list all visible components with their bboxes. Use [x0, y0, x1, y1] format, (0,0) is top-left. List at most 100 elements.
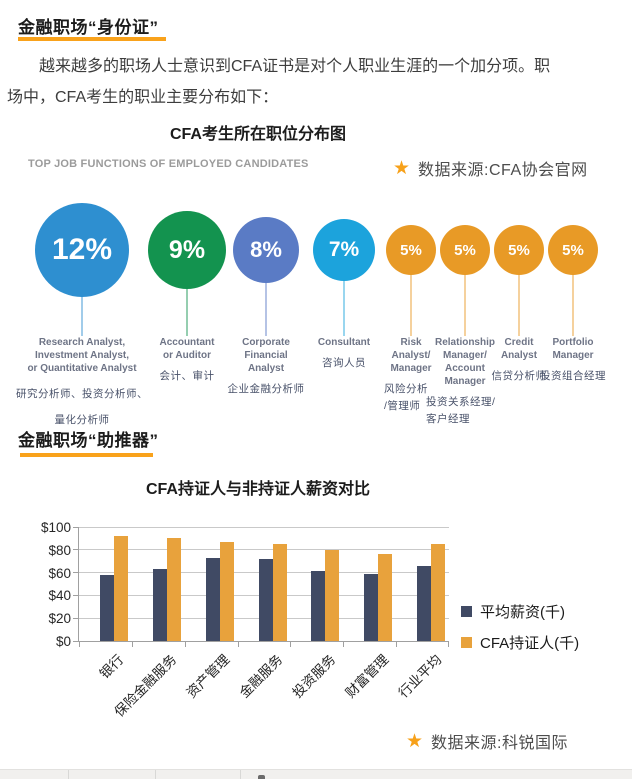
bubble-label-en: Credit Analyst — [500, 337, 538, 361]
legend-label: CFA持证人(千) — [480, 635, 580, 652]
bar-cfa — [431, 544, 446, 641]
bubble-stem — [572, 271, 574, 336]
y-axis-tick — [73, 640, 78, 642]
bubble-circle: 8% — [233, 217, 299, 283]
bubble-chart-title: CFA考生所在职位分布图 — [169, 126, 346, 143]
bubble-zone: 5% — [533, 195, 613, 336]
strip-separator — [240, 770, 241, 779]
bubble-label-cn: 风险分析 /管理师 — [384, 383, 428, 412]
bar-cfa — [325, 549, 340, 641]
strip-separator — [68, 770, 69, 779]
bubble-zone: 5% — [380, 195, 442, 336]
bar-average — [100, 574, 114, 641]
bubble-zone: 12% — [0, 195, 167, 336]
x-axis-tick — [131, 642, 133, 647]
x-axis-label: 金融服务 — [236, 651, 286, 701]
bubble-circle: 5% — [440, 225, 490, 275]
bar-cfa — [114, 536, 128, 641]
x-axis-tick — [343, 642, 345, 647]
bubble-column-consultant: 7% Consultant 咨询人员 — [300, 195, 388, 372]
x-axis-tick — [79, 642, 80, 647]
bubble-zone: 8% — [218, 195, 314, 336]
bubble-percent: 5% — [454, 241, 476, 259]
intro-paragraph: 越来越多的职场人士意识到CFA证书是对个人职业生涯的一个加分项。职 场中，CFA… — [7, 51, 627, 113]
table-top-strip — [0, 769, 632, 779]
bubble-percent: 7% — [328, 238, 360, 261]
salary-chart-title: CFA持证人与非持证人薪资对比 — [145, 481, 370, 498]
x-axis-label: 行业平均 — [395, 651, 444, 701]
bubble-stem — [265, 279, 267, 336]
bubble-zone: 5% — [422, 195, 508, 336]
bar-average — [364, 573, 379, 641]
source-text: 数据来源:科锐国际 — [431, 735, 568, 752]
star-icon: ★ — [393, 157, 411, 179]
y-axis-label: $80 — [48, 542, 71, 558]
y-axis-label: $100 — [40, 520, 71, 535]
source-line-2: ★ 数据来源:科锐国际 — [406, 729, 568, 753]
bubble-circle: 5% — [548, 225, 598, 275]
section1-underline — [18, 37, 166, 41]
bubble-percent: 5% — [562, 241, 584, 259]
y-axis-tick — [73, 572, 78, 574]
bar-average — [205, 557, 220, 641]
bubble-percent: 5% — [400, 241, 422, 259]
bubble-column-relationship-manager: 5% Relationship Manager/ Account Manager… — [422, 195, 508, 428]
strip-glyph — [258, 775, 265, 779]
x-axis-tick — [237, 642, 239, 647]
bubble-zone: 5% — [481, 195, 557, 336]
bubble-label-en: Consultant — [317, 337, 371, 348]
bubble-stem — [518, 271, 520, 336]
bubble-stem — [186, 285, 188, 336]
x-axis-tick — [184, 642, 186, 647]
bubble-label-en: Corporate Financial Analyst — [242, 337, 290, 374]
x-axis-label: 银行 — [97, 651, 127, 682]
bubble-label-cn: 信贷分析师 — [491, 370, 547, 382]
bar-cfa — [272, 544, 287, 641]
gridline — [79, 549, 449, 551]
bubble-label-cn: 企业金融分析师 — [227, 383, 305, 395]
salary-legend: 平均薪资(千) CFA持证人(千) — [461, 601, 579, 663]
bubble-percent: 8% — [250, 237, 282, 262]
bubble-circle: 5% — [494, 225, 544, 275]
x-axis-tick — [290, 642, 292, 647]
x-axis-tick — [448, 642, 449, 647]
bubble-column-portfolio-manager: 5% Portfolio Manager 投资组合经理 — [533, 195, 613, 385]
legend-swatch — [461, 606, 472, 617]
bubble-column-risk-analyst: 5% Risk Analyst/ Manager 风险分析 /管理师 — [380, 195, 442, 415]
y-axis-label: $20 — [48, 611, 71, 627]
y-axis-tick — [73, 594, 78, 596]
x-axis-tick — [396, 642, 398, 647]
y-axis-label: $0 — [55, 634, 71, 649]
legend-swatch — [461, 637, 472, 648]
bubble-chart-subtitle: TOP JOB FUNCTIONS OF EMPLOYED CANDIDATES — [28, 158, 309, 170]
bubble-stem — [81, 293, 83, 336]
bubble-percent: 5% — [508, 241, 530, 259]
bubble-label-cn: 会计、审计 — [159, 370, 215, 382]
bubble-percent: 12% — [51, 233, 113, 266]
bar-average — [152, 569, 167, 641]
gridline — [79, 526, 449, 528]
paragraph-line: 越来越多的职场人士意识到CFA证书是对个人职业生涯的一个加分项。职 — [39, 58, 551, 75]
bubble-zone: 9% — [139, 195, 235, 336]
bubble-zone: 7% — [300, 195, 388, 336]
bar-cfa — [378, 554, 393, 641]
bar-cfa — [166, 538, 181, 641]
bubble-stem — [410, 271, 412, 336]
bubble-circle: 9% — [148, 211, 226, 289]
bubble-label-cn: 投资关系经理/ 客户经理 — [426, 396, 496, 425]
legend-label: 平均薪资(千) — [480, 604, 565, 621]
bubble-label-en: Accountant or Auditor — [159, 337, 215, 361]
bar-average — [417, 565, 432, 641]
section2-underline — [20, 453, 153, 457]
star-icon: ★ — [406, 730, 424, 752]
source-line-1: ★ 数据来源:CFA协会官网 — [393, 156, 588, 180]
bubble-circle: 12% — [35, 203, 129, 297]
y-axis-label: $60 — [48, 565, 71, 581]
legend-row: 平均薪资(千) — [461, 601, 579, 622]
bubble-column-accountant: 9% Accountant or Auditor 会计、审计 — [139, 195, 235, 385]
bubble-label-cn: 投资组合经理 — [540, 370, 606, 382]
bubble-label-cn: 咨询人员 — [322, 357, 366, 369]
bubble-circle: 5% — [386, 225, 436, 275]
bubble-column-corporate-financial-analyst: 8% Corporate Financial Analyst 企业金融分析师 — [218, 195, 314, 398]
